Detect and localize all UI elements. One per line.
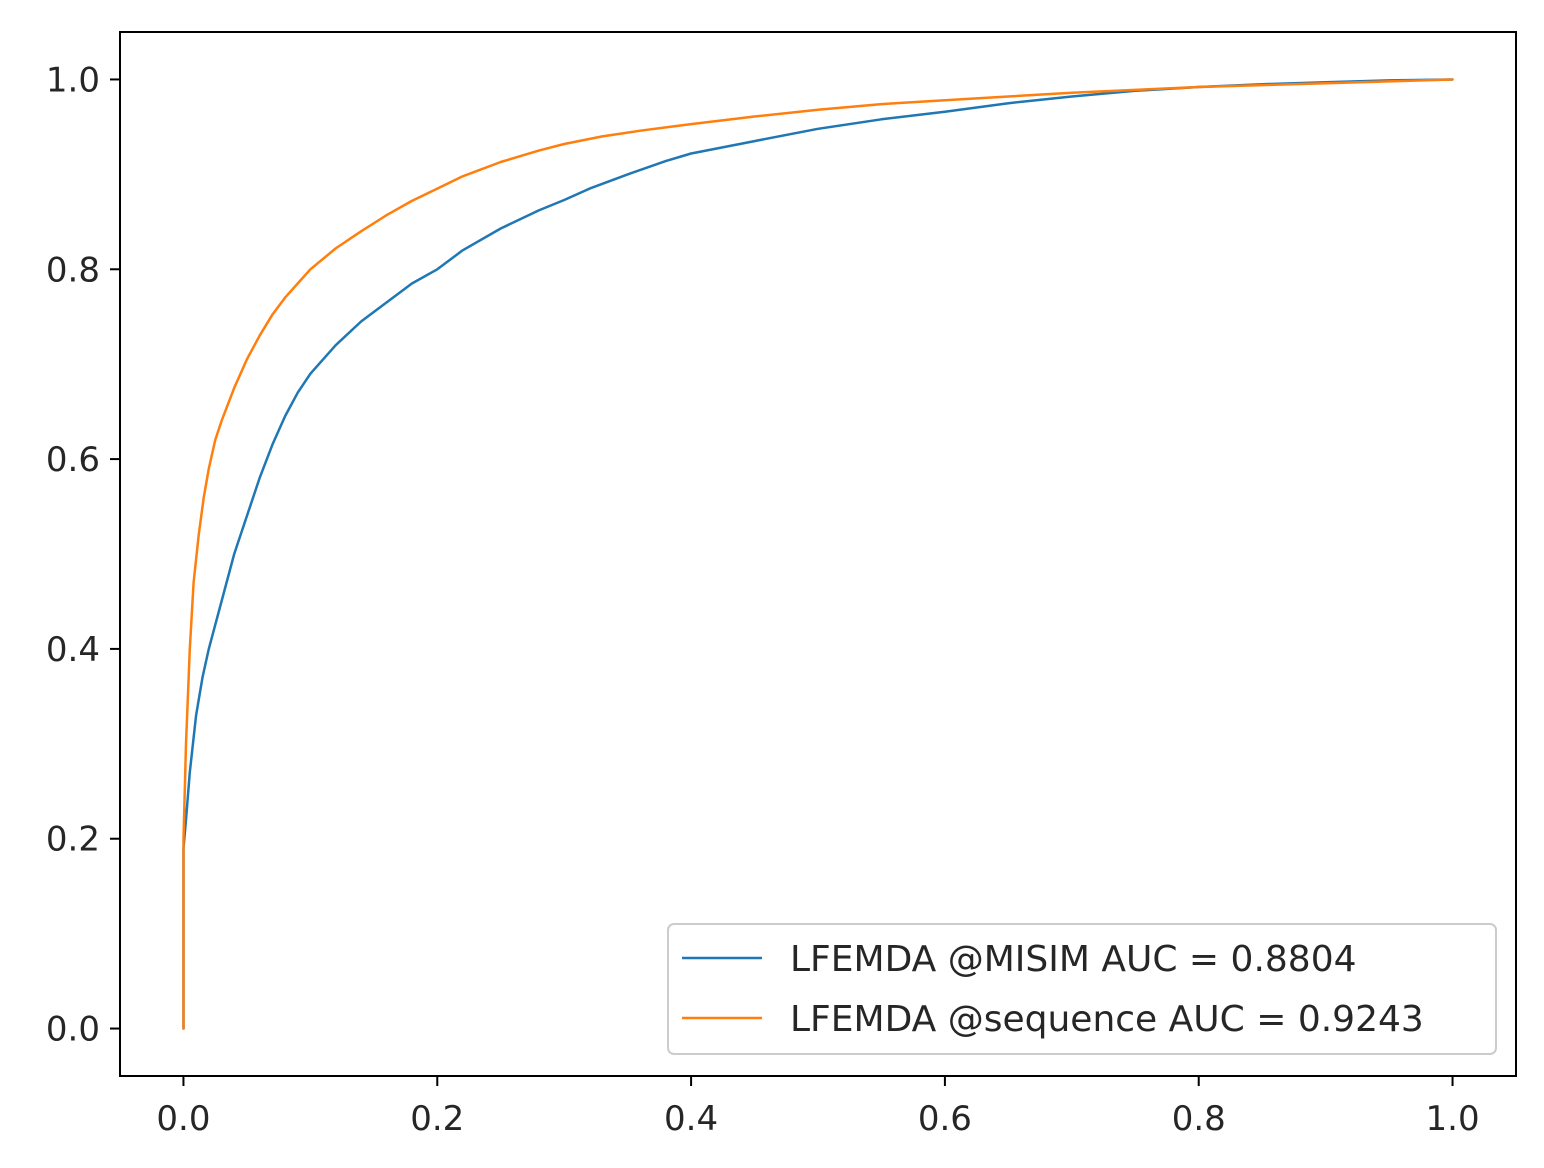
plot-frame: [119, 31, 1517, 1077]
x-tick-label-2: 0.4: [664, 1099, 718, 1139]
legend-label-1: LFEMDA @sequence AUC = 0.9243: [790, 999, 1424, 1040]
y-tick-label-3: 0.6: [46, 440, 100, 480]
series-line-0: [182, 78, 1454, 1030]
y-tick-label-0: 0.0: [46, 1010, 100, 1050]
legend-box: [667, 923, 1497, 1055]
x-tick-label-1: 0.2: [410, 1099, 464, 1139]
legend: LFEMDA @MISIM AUC = 0.8804 LFEMDA @sequen…: [667, 923, 1497, 1055]
series-line-1: [182, 78, 1454, 1030]
x-tick-label-3: 0.6: [918, 1099, 972, 1139]
y-tick-label-2: 0.4: [46, 630, 100, 670]
y-tick-label-1: 0.2: [46, 820, 100, 860]
x-tick-label-4: 0.8: [1172, 1099, 1226, 1139]
x-tick-label-0: 0.0: [156, 1099, 210, 1139]
y-tick-label-5: 1.0: [46, 60, 100, 100]
x-tick-label-5: 1.0: [1426, 1099, 1480, 1139]
x-axis: 0.0 0.2 0.4 0.6 0.8 1.0: [156, 1076, 1480, 1139]
y-axis: 0.0 0.2 0.4 0.6 0.8 1.0: [46, 60, 120, 1050]
y-tick-label-4: 0.8: [46, 250, 100, 290]
plot-area: [120, 32, 1516, 1076]
series-layer: [182, 78, 1454, 1030]
legend-label-0: LFEMDA @MISIM AUC = 0.8804: [790, 939, 1357, 980]
